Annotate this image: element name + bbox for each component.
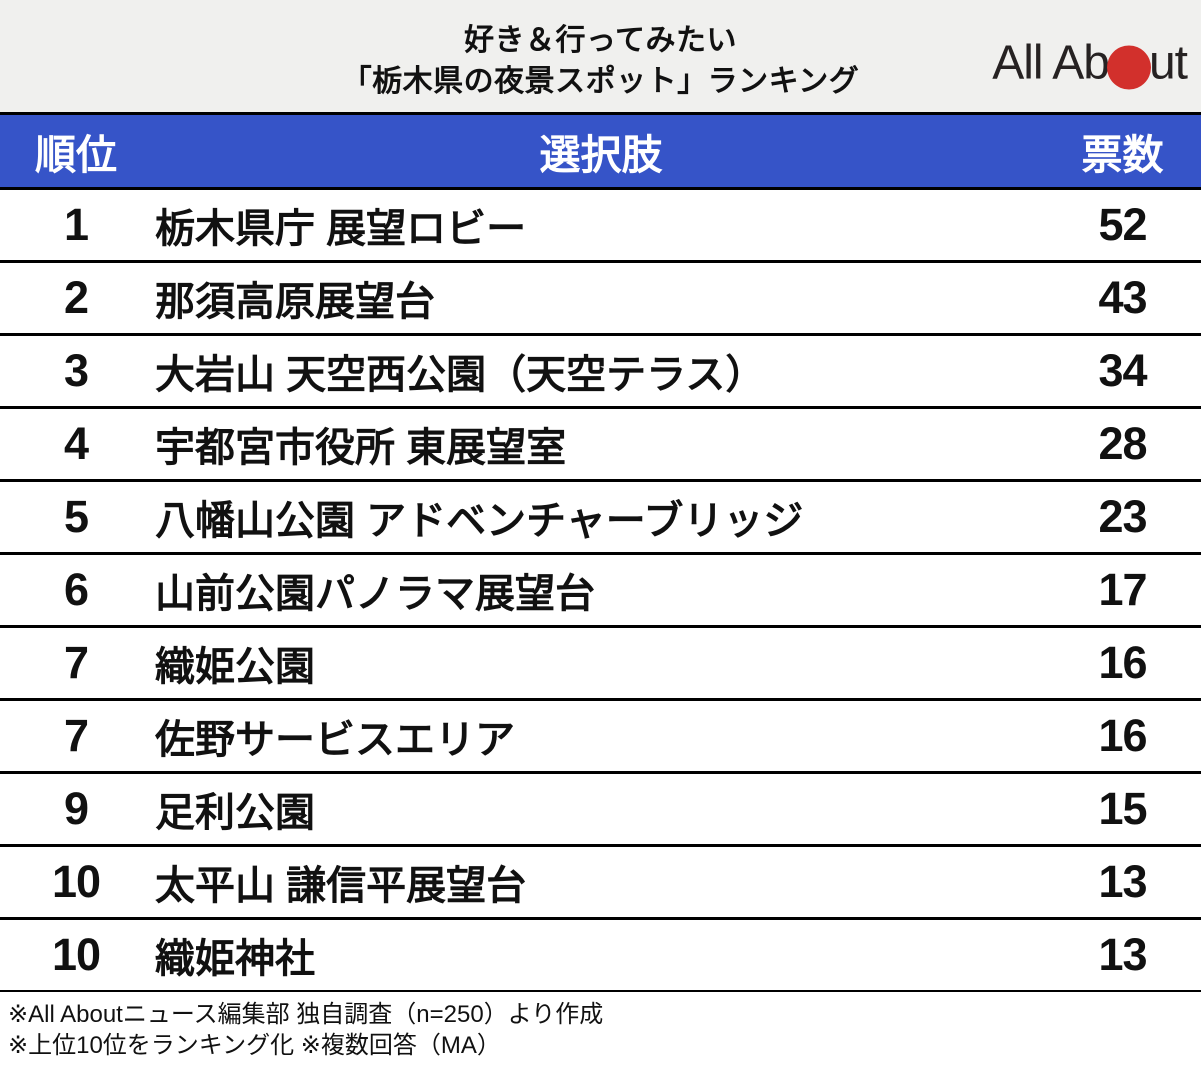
votes-cell: 15 (1098, 783, 1147, 834)
votes-cell: 23 (1098, 491, 1147, 542)
rank-cell: 9 (63, 783, 89, 834)
votes-cell: 43 (1098, 272, 1147, 323)
votes-cell: 34 (1098, 345, 1147, 396)
table-row: 9 足利公園 15 (0, 774, 1201, 847)
title-line-2: 「栃木県の夜景スポット」ランキング (341, 65, 860, 98)
choice-cell: 足利公園 (155, 791, 315, 835)
table-row: 7 織姫公園 16 (0, 628, 1201, 701)
rank-cell: 3 (63, 345, 89, 396)
rank-cell: 4 (63, 418, 89, 469)
choice-cell: 織姫神社 (155, 937, 315, 981)
choice-cell: 織姫公園 (155, 645, 315, 689)
title-line-1: 好き＆行ってみたい (463, 24, 737, 57)
table-row: 1 栃木県庁 展望ロビー 52 (0, 190, 1201, 263)
choice-cell: 佐野サービスエリア (155, 718, 515, 762)
table-row: 6 山前公園パノラマ展望台 17 (0, 555, 1201, 628)
choice-cell: 那須高原展望台 (155, 280, 435, 324)
choice-cell: 大岩山 天空西公園（天空テラス） (155, 353, 766, 397)
choice-cell: 栃木県庁 展望ロビー (155, 207, 527, 251)
votes-cell: 28 (1098, 418, 1147, 469)
rank-cell: 2 (63, 272, 89, 323)
ranking-table: 順位 選択肢 票数 1 栃木県庁 展望ロビー 52 2 那須高原展望台 43 3… (0, 112, 1201, 992)
choice-cell: 八幡山公園 アドベンチャーブリッジ (155, 499, 804, 543)
rank-cell: 7 (63, 637, 89, 688)
votes-cell: 13 (1098, 856, 1147, 907)
page-title: 好き＆行ってみたい 「栃木県の夜景スポット」ランキング (342, 10, 860, 102)
allabout-logo: All Ab ut (992, 35, 1188, 90)
votes-cell: 13 (1098, 929, 1147, 980)
table-row: 10 太平山 謙信平展望台 13 (0, 847, 1201, 920)
footer-note-1: ※All Aboutニュース編集部 独自調査（n=250）より作成 (8, 1001, 604, 1028)
votes-cell: 16 (1098, 637, 1147, 688)
votes-cell: 52 (1098, 199, 1147, 250)
logo-text-right: ut (1148, 36, 1188, 90)
table-row: 2 那須高原展望台 43 (0, 263, 1201, 336)
column-header-choice: 選択肢 (539, 132, 663, 178)
rank-cell: 1 (63, 199, 89, 250)
column-header-rank: 順位 (35, 132, 117, 178)
rank-cell: 10 (51, 929, 101, 980)
header: 好き＆行ってみたい 「栃木県の夜景スポット」ランキング All Ab ut (0, 0, 1201, 112)
rank-cell: 7 (63, 710, 89, 761)
choice-cell: 宇都宮市役所 東展望室 (155, 426, 567, 470)
table-header-row: 順位 選択肢 票数 (0, 112, 1201, 190)
footer-note-2: ※上位10位をランキング化 ※複数回答（MA） (8, 1032, 501, 1059)
logo-red-dot-icon (1106, 45, 1151, 90)
logo-text-left: All Ab (992, 36, 1110, 90)
column-header-votes: 票数 (1081, 132, 1164, 178)
table-row: 10 織姫神社 13 (0, 920, 1201, 992)
table-row: 5 八幡山公園 アドベンチャーブリッジ 23 (0, 482, 1201, 555)
rank-cell: 10 (51, 856, 101, 907)
choice-cell: 太平山 謙信平展望台 (155, 864, 527, 908)
choice-cell: 山前公園パノラマ展望台 (155, 572, 595, 616)
table-row: 7 佐野サービスエリア 16 (0, 701, 1201, 774)
footer-notes: ※All Aboutニュース編集部 独自調査（n=250）より作成 ※上位10位… (0, 992, 1201, 1061)
table-row: 3 大岩山 天空西公園（天空テラス） 34 (0, 336, 1201, 409)
rank-cell: 6 (63, 564, 89, 615)
votes-cell: 17 (1098, 564, 1147, 615)
votes-cell: 16 (1098, 710, 1147, 761)
table-row: 4 宇都宮市役所 東展望室 28 (0, 409, 1201, 482)
rank-cell: 5 (63, 491, 89, 542)
